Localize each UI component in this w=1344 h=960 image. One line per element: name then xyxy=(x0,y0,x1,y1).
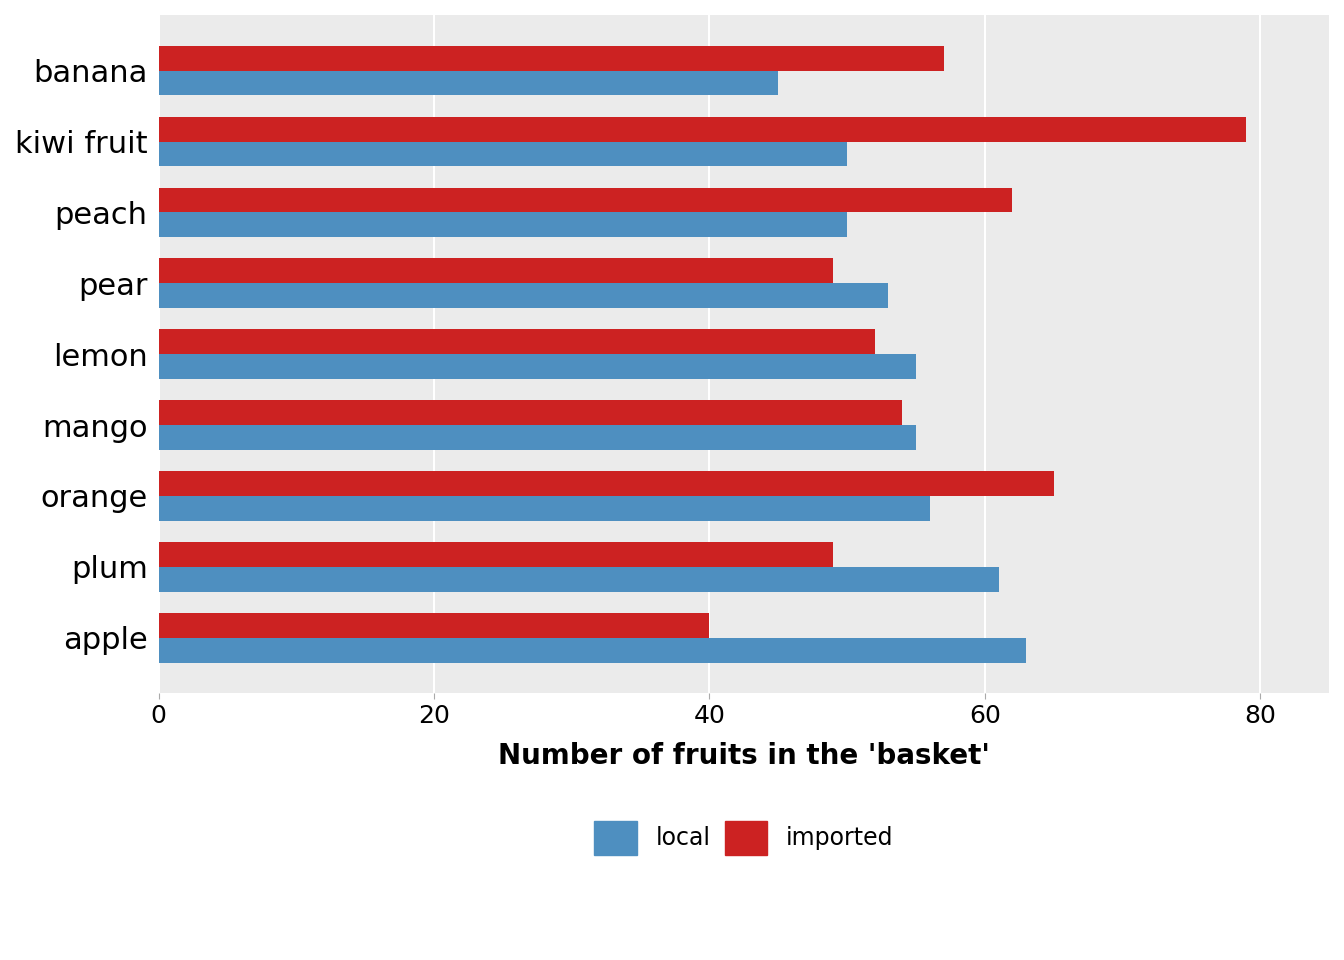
Bar xyxy=(159,354,917,379)
Bar xyxy=(159,212,847,237)
Legend: local, imported: local, imported xyxy=(581,807,907,869)
Bar xyxy=(159,141,847,166)
Bar xyxy=(159,71,778,95)
Bar xyxy=(159,637,1025,662)
Bar xyxy=(159,566,999,591)
Bar xyxy=(159,258,833,283)
Bar xyxy=(159,425,917,450)
Bar xyxy=(159,612,710,637)
Bar xyxy=(159,329,875,354)
X-axis label: Number of fruits in the 'basket': Number of fruits in the 'basket' xyxy=(497,742,989,770)
Bar xyxy=(159,283,888,308)
Bar xyxy=(159,496,930,520)
Bar xyxy=(159,117,1246,141)
Bar xyxy=(159,542,833,566)
Bar xyxy=(159,187,1012,212)
Bar xyxy=(159,46,943,71)
Bar xyxy=(159,471,1054,496)
Bar xyxy=(159,400,902,425)
